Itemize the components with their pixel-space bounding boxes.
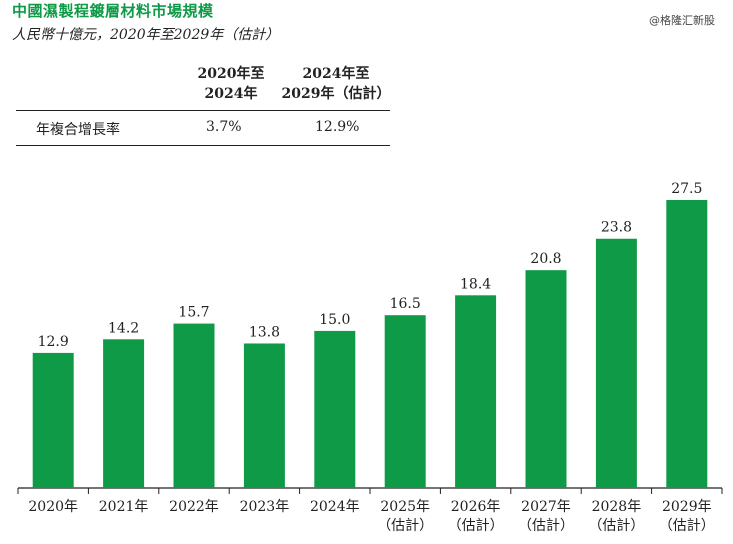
data-label-8: 20.8 xyxy=(530,251,561,267)
cagr-col2-header-line1: 2024年至 xyxy=(302,66,370,82)
cagr-col1-header: 2020年至 2024年 xyxy=(176,64,286,104)
cagr-table-row: 年複合增長率 3.7% 12.9% xyxy=(16,111,390,146)
cagr-table: 2020年至 2024年 2024年至 2029年（估計） 年複合增長率 3.7… xyxy=(16,60,390,146)
x-tick-label-5: 2024年 xyxy=(310,499,360,515)
x-tick-label-7-sub: （估計） xyxy=(448,518,504,534)
cagr-table-header: 2020年至 2024年 2024年至 2029年（估計） xyxy=(16,60,390,111)
bar-1 xyxy=(32,352,74,488)
x-tick-label-10: 2029年 xyxy=(662,499,712,515)
data-label-9: 23.8 xyxy=(601,220,632,236)
x-tick-label-1: 2020年 xyxy=(28,499,78,515)
data-label-4: 13.8 xyxy=(249,324,280,340)
chart-subtitle: 人民幣十億元，2020年至2029年（估計） xyxy=(12,27,280,43)
x-tick-label-9: 2028年 xyxy=(592,499,642,515)
x-tick-label-3: 2022年 xyxy=(169,499,219,515)
bar-2 xyxy=(103,339,145,488)
bar-5 xyxy=(314,330,356,488)
data-label-3: 15.7 xyxy=(178,305,209,321)
watermark: @格隆汇新股 xyxy=(649,14,715,27)
cagr-col2-value: 12.9% xyxy=(315,119,360,135)
data-label-10: 27.5 xyxy=(671,181,702,197)
x-tick-label-6-sub: （估計） xyxy=(377,518,433,534)
data-label-7: 18.4 xyxy=(460,276,491,292)
bar-8 xyxy=(525,270,567,488)
cagr-col1-header-line1: 2020年至 xyxy=(197,66,265,82)
x-tick-label-4: 2023年 xyxy=(240,499,290,515)
bar-6 xyxy=(384,315,426,488)
x-tick-label-9-sub: （估計） xyxy=(588,518,644,534)
chart-title: 中國濕製程鍍層材料市場規模 xyxy=(12,2,214,20)
x-tick-label-10-sub: （估計） xyxy=(659,518,715,534)
data-label-1: 12.9 xyxy=(38,334,69,350)
bar-7 xyxy=(455,295,497,488)
cagr-col1-value: 3.7% xyxy=(206,119,242,135)
x-tick-label-2: 2021年 xyxy=(99,499,149,515)
x-tick-label-8-sub: （估計） xyxy=(518,518,574,534)
x-tick-label-8: 2027年 xyxy=(521,499,571,515)
data-label-2: 14.2 xyxy=(108,320,139,336)
bar-4 xyxy=(243,343,285,488)
cagr-row-label: 年複合增長率 xyxy=(36,122,120,138)
cagr-col2-header-line2: 2029年（估計） xyxy=(281,86,391,102)
x-tick-label-6: 2025年 xyxy=(380,499,430,515)
bar-9 xyxy=(595,238,637,488)
data-label-5: 15.0 xyxy=(319,312,350,328)
bar-3 xyxy=(173,323,215,488)
cagr-col2-header: 2024年至 2029年（估計） xyxy=(274,64,398,104)
bar-10 xyxy=(666,200,708,488)
data-label-6: 16.5 xyxy=(390,296,421,312)
x-tick-label-7: 2026年 xyxy=(451,499,501,515)
cagr-col1-header-line2: 2024年 xyxy=(204,86,258,102)
